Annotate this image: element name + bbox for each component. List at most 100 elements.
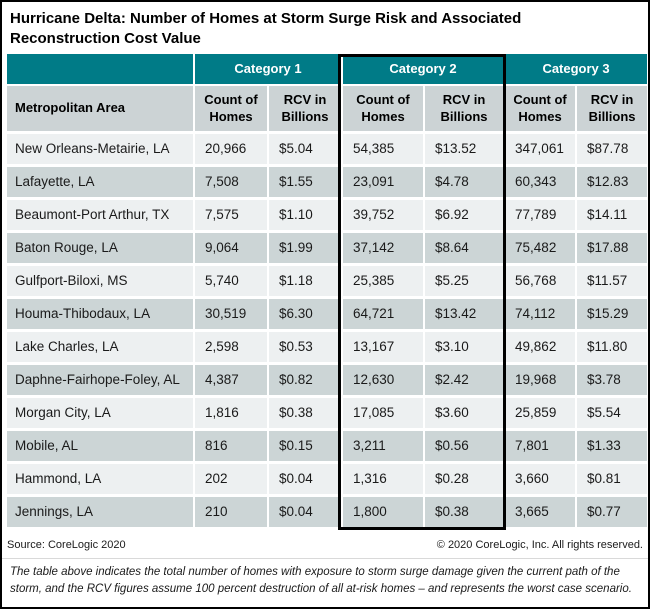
cell-cat1-count: 5,740 (193, 265, 267, 299)
cell-cat3-count: 7,801 (503, 430, 576, 464)
cell-cat2-rcv: $0.38 (423, 496, 504, 530)
cell-cat1-rcv: $0.15 (267, 430, 342, 464)
page-title: Hurricane Delta: Number of Homes at Stor… (10, 10, 522, 47)
metro-area-header: Metropolitan Area (7, 85, 193, 134)
cell-cat3-rcv: $14.11 (575, 199, 648, 233)
table-row: Gulfport-Biloxi, MS 5,740 $1.18 25,385 $5.25… (7, 265, 648, 299)
cat2-count-header: Count of Homes (341, 85, 424, 134)
cell-cat3-count: 56,768 (503, 265, 576, 299)
cell-cat2-count: 3,211 (341, 430, 424, 464)
table-row: New Orleans-Metairie, LA 20,966 $5.04 54,38… (7, 133, 648, 167)
cell-cat2-rcv: $8.64 (423, 232, 504, 266)
cell-metro: Hammond, LA (7, 463, 193, 497)
cell-metro: Gulfport-Biloxi, MS (7, 265, 193, 299)
cell-cat3-rcv: $12.83 (575, 166, 648, 200)
cell-cat3-count: 77,789 (503, 199, 576, 233)
table-row: Lafayette, LA 7,508 $1.55 23,091 $4.78 60,343… (7, 166, 648, 200)
cell-cat1-rcv: $6.30 (267, 298, 342, 332)
cell-cat1-count: 20,966 (193, 133, 267, 167)
cell-cat2-count: 23,091 (341, 166, 424, 200)
cat1-rcv-header: RCV in Billions (267, 85, 342, 134)
cell-cat3-rcv: $15.29 (575, 298, 648, 332)
category-2-header: Category 2 (341, 53, 504, 86)
cell-cat2-count: 64,721 (341, 298, 424, 332)
cell-cat3-count: 19,968 (503, 364, 576, 398)
cell-metro: Beaumont-Port Arthur, TX (7, 199, 193, 233)
table-row: Mobile, AL 816 $0.15 3,211 $0.56 7,801 $1.33 (7, 430, 648, 464)
cell-cat2-count: 39,752 (341, 199, 424, 233)
source-text: Source: CoreLogic 2020 (7, 538, 126, 551)
cell-cat2-count: 13,167 (341, 331, 424, 365)
cell-metro: Houma-Thibodaux, LA (7, 298, 193, 332)
cell-cat3-count: 49,862 (503, 331, 576, 365)
cell-cat2-rcv: $2.42 (423, 364, 504, 398)
table-row: Houma-Thibodaux, LA 30,519 $6.30 64,721 $13.… (7, 298, 648, 332)
cell-cat3-rcv: $1.33 (575, 430, 648, 464)
cell-cat1-rcv: $1.10 (267, 199, 342, 233)
category-1-header: Category 1 (193, 53, 342, 86)
cell-metro: New Orleans-Metairie, LA (7, 133, 193, 167)
cell-metro: Baton Rouge, LA (7, 232, 193, 266)
cell-cat2-count: 1,800 (341, 496, 424, 530)
cell-cat2-rcv: $13.52 (423, 133, 504, 167)
storm-surge-table: Category 1 Category 2 Category 3 Metropo… (7, 53, 648, 530)
cell-cat3-count: 3,665 (503, 496, 576, 530)
cell-cat2-count: 37,142 (341, 232, 424, 266)
table-row: Daphne-Fairhope-Foley, AL 4,387 $0.82 12,63… (7, 364, 648, 398)
cell-cat3-count: 75,482 (503, 232, 576, 266)
cell-cat1-count: 7,575 (193, 199, 267, 233)
cell-cat2-count: 25,385 (341, 265, 424, 299)
cell-cat1-count: 2,598 (193, 331, 267, 365)
cell-cat1-count: 9,064 (193, 232, 267, 266)
cell-cat3-count: 60,343 (503, 166, 576, 200)
cell-cat1-count: 7,508 (193, 166, 267, 200)
cell-cat2-count: 1,316 (341, 463, 424, 497)
cell-cat1-rcv: $0.38 (267, 397, 342, 431)
cell-cat3-count: 74,112 (503, 298, 576, 332)
cell-cat1-count: 202 (193, 463, 267, 497)
cell-cat1-rcv: $5.04 (267, 133, 342, 167)
cell-cat1-count: 4,387 (193, 364, 267, 398)
cell-cat2-rcv: $3.60 (423, 397, 504, 431)
cell-cat1-count: 816 (193, 430, 267, 464)
footer-line: Source: CoreLogic 2020 © 2020 CoreLogic,… (7, 539, 643, 551)
storm-surge-table-wrap: Category 1 Category 2 Category 3 Metropo… (7, 53, 648, 530)
table-body: New Orleans-Metairie, LA 20,966 $5.04 54,38… (7, 133, 648, 530)
category-3-header: Category 3 (503, 53, 648, 86)
table-row: Morgan City, LA 1,816 $0.38 17,085 $3.60 25,8… (7, 397, 648, 431)
cell-cat2-count: 17,085 (341, 397, 424, 431)
cell-cat1-rcv: $1.18 (267, 265, 342, 299)
cell-cat2-rcv: $13.42 (423, 298, 504, 332)
cell-cat3-rcv: $0.81 (575, 463, 648, 497)
cell-cat2-count: 12,630 (341, 364, 424, 398)
cell-metro: Daphne-Fairhope-Foley, AL (7, 364, 193, 398)
cat2-rcv-header: RCV in Billions (423, 85, 504, 134)
cell-cat1-rcv: $1.55 (267, 166, 342, 200)
cell-cat1-count: 30,519 (193, 298, 267, 332)
table-row: Jennings, LA 210 $0.04 1,800 $0.38 3,665 $0.77 (7, 496, 648, 530)
cell-cat2-count: 54,385 (341, 133, 424, 167)
cell-cat3-rcv: $17.88 (575, 232, 648, 266)
cell-cat3-count: 25,859 (503, 397, 576, 431)
cell-cat1-count: 1,816 (193, 397, 267, 431)
cell-metro: Jennings, LA (7, 496, 193, 530)
category-header-row: Category 1 Category 2 Category 3 (7, 53, 648, 86)
cell-cat3-rcv: $11.80 (575, 331, 648, 365)
cell-metro: Morgan City, LA (7, 397, 193, 431)
cell-cat3-rcv: $11.57 (575, 265, 648, 299)
empty-header-cell (7, 53, 193, 86)
cell-cat3-count: 3,660 (503, 463, 576, 497)
table-row: Baton Rouge, LA 9,064 $1.99 37,142 $8.64 75,4… (7, 232, 648, 266)
copyright-text: © 2020 CoreLogic, Inc. All rights reserv… (436, 538, 643, 551)
table-row: Lake Charles, LA 2,598 $0.53 13,167 $3.10 49,… (7, 331, 648, 365)
cell-cat1-count: 210 (193, 496, 267, 530)
cell-cat2-rcv: $0.28 (423, 463, 504, 497)
cell-metro: Lake Charles, LA (7, 331, 193, 365)
footer-divider (2, 557, 648, 559)
cell-cat1-rcv: $0.04 (267, 496, 342, 530)
cell-cat3-rcv: $0.77 (575, 496, 648, 530)
cat3-count-header: Count of Homes (503, 85, 576, 134)
table-row: Beaumont-Port Arthur, TX 7,575 $1.10 39,752… (7, 199, 648, 233)
cell-cat1-rcv: $0.82 (267, 364, 342, 398)
